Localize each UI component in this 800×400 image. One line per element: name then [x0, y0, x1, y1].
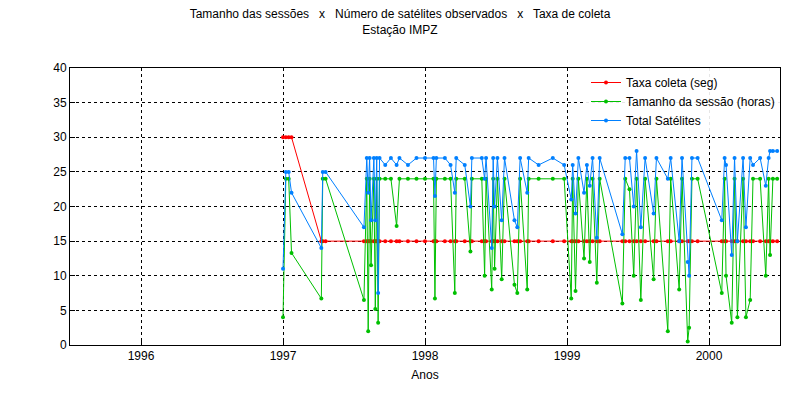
- svg-text:1996: 1996: [128, 349, 155, 363]
- svg-text:0: 0: [60, 338, 67, 352]
- svg-text:40: 40: [53, 61, 67, 75]
- svg-text:15: 15: [53, 234, 67, 248]
- svg-text:Taxa coleta (seg): Taxa coleta (seg): [626, 76, 717, 90]
- svg-text:20: 20: [53, 200, 67, 214]
- svg-text:Anos: Anos: [411, 368, 438, 382]
- svg-text:1999: 1999: [554, 349, 581, 363]
- svg-text:Tamanho das sessões x Núme: Tamanho das sessões x Número de satélite…: [190, 7, 611, 37]
- svg-text:Tamanho da sessão (horas): Tamanho da sessão (horas): [626, 95, 775, 109]
- svg-text:35: 35: [53, 96, 67, 110]
- svg-text:2000: 2000: [696, 349, 723, 363]
- svg-text:30: 30: [53, 130, 67, 144]
- svg-text:5: 5: [60, 304, 67, 318]
- svg-text:25: 25: [53, 165, 67, 179]
- svg-text:Total Satélites: Total Satélites: [626, 114, 701, 128]
- svg-text:1998: 1998: [412, 349, 439, 363]
- svg-text:1997: 1997: [270, 349, 297, 363]
- svg-text:10: 10: [53, 269, 67, 283]
